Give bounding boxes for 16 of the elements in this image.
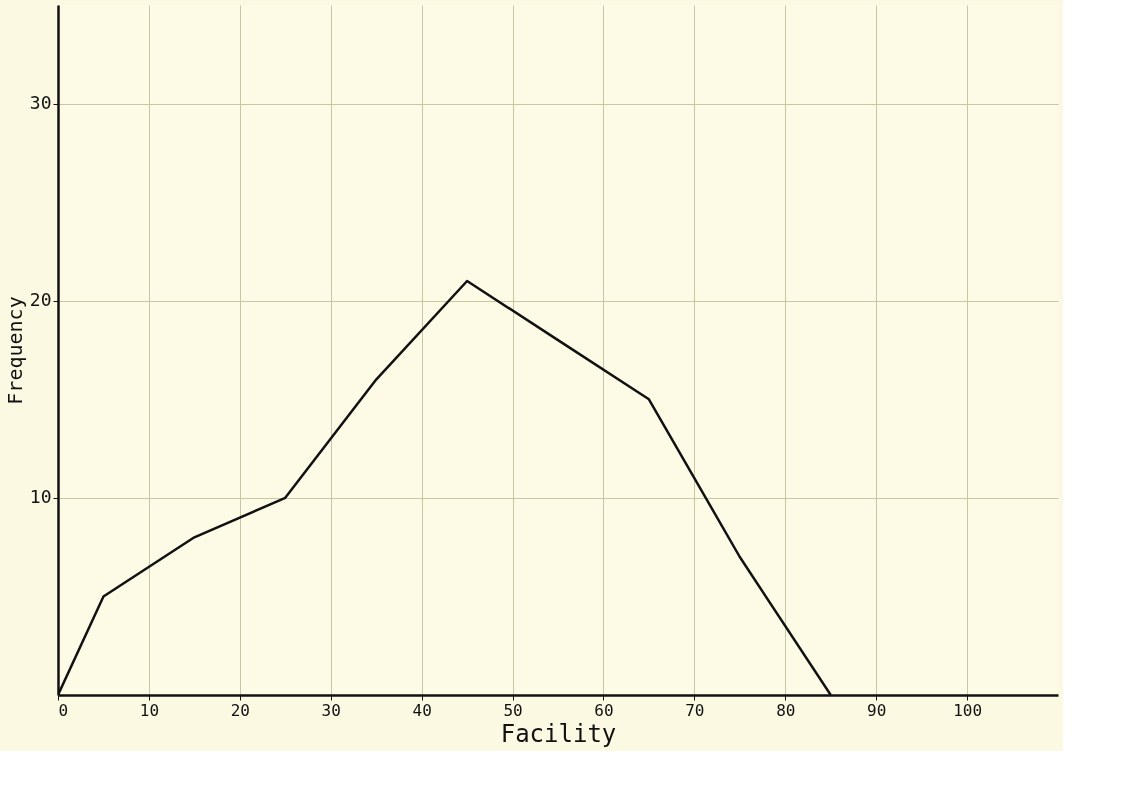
y-tick-label: 30 xyxy=(29,92,52,114)
x-tick-label: 50 xyxy=(503,700,523,720)
y-tick-label: 20 xyxy=(29,289,52,311)
x-tick-label: 0 xyxy=(58,700,69,720)
x-tick-label: 60 xyxy=(594,700,614,720)
x-tick-label: 100 xyxy=(953,700,983,720)
x-tick-label: 20 xyxy=(230,700,250,720)
x-tick-label: 80 xyxy=(776,700,796,720)
x-tick-label: 90 xyxy=(867,700,887,720)
x-tick-label: 70 xyxy=(685,700,705,720)
x-tick-label: 40 xyxy=(412,700,432,720)
y-axis-title: Frequency xyxy=(2,296,27,405)
x-axis-title: Facility xyxy=(500,719,617,748)
x-tick-label: 30 xyxy=(321,700,341,720)
y-tick-label: 10 xyxy=(29,486,52,508)
x-tick-label: 10 xyxy=(139,700,160,720)
